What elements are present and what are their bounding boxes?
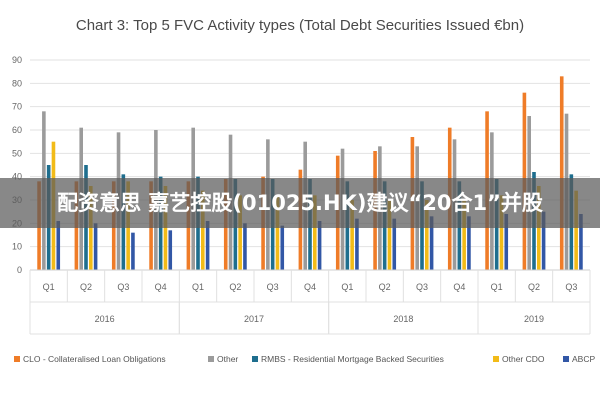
x-tick-label: Q3 <box>416 282 428 292</box>
legend: CLO - Collateralised Loan Obligations Oth… <box>14 354 595 364</box>
y-tick-label: 10 <box>12 242 22 252</box>
bar-other-cdo <box>313 195 317 270</box>
bar-abcp <box>429 216 434 270</box>
legend-item-other: Other <box>208 354 238 364</box>
bar-other-cdo <box>238 195 242 270</box>
bar-other-cdo <box>462 200 466 270</box>
bar-abcp <box>131 232 135 270</box>
legend-item-other-cdo: Other CDO <box>493 354 545 364</box>
bar-other-cdo <box>89 186 93 270</box>
x-tick-label: Q4 <box>304 282 316 292</box>
y-tick-label: 70 <box>12 102 22 112</box>
bar-abcp <box>392 218 397 270</box>
bar-abcp <box>93 223 98 270</box>
bar-abcp <box>355 218 359 270</box>
bar-other-cdo <box>425 200 429 270</box>
legend-swatch <box>252 356 258 362</box>
bar-abcp <box>243 223 247 270</box>
y-tick-label: 0 <box>17 265 22 275</box>
x-tick-label: Q4 <box>155 282 167 292</box>
x-axis-ticks: Q1 Q2 Q3 Q4 Q1 Q2 Q3 Q4 Q1 Q2 Q3 Q4 Q1 Q2 Q3 2016 2017 20… <box>29 269 591 335</box>
y-tick-label: 40 <box>12 172 22 182</box>
x-group-label: 2016 <box>95 314 115 324</box>
x-group-label: 2019 <box>524 314 544 324</box>
x-tick-label: Q3 <box>117 282 129 292</box>
y-tick-label: 90 <box>12 55 22 65</box>
legend-swatch <box>563 356 569 362</box>
y-tick-label: 80 <box>12 78 22 88</box>
x-tick-label: Q3 <box>267 282 279 292</box>
legend-item-clo: CLO - Collateralised Loan Obligations <box>14 354 166 364</box>
bar-other-cdo <box>350 200 354 270</box>
bar-other-cdo <box>163 186 168 270</box>
legend-swatch <box>493 356 499 362</box>
legend-item-rmbs: RMBS - Residential Mortgage Backed Secur… <box>252 354 444 364</box>
y-axis-ticks: 0102030405060708090 <box>12 55 22 275</box>
x-tick-label: Q4 <box>453 282 465 292</box>
x-group-label: 2018 <box>393 314 413 324</box>
x-tick-label: Q2 <box>80 282 92 292</box>
chart-title: Chart 3: Top 5 FVC Activity types (Total… <box>76 17 524 34</box>
y-tick-label: 50 <box>12 148 22 158</box>
legend-label: Other CDO <box>502 354 545 364</box>
bar-abcp <box>205 221 210 270</box>
x-tick-label: Q2 <box>528 282 540 292</box>
bar-clo <box>559 76 564 270</box>
bar-abcp <box>504 214 509 270</box>
legend-swatch <box>14 356 20 362</box>
bar-other-cdo <box>499 195 504 270</box>
x-tick-label: Q3 <box>565 282 577 292</box>
x-tick-label: Q1 <box>341 282 353 292</box>
x-tick-label: Q1 <box>192 282 204 292</box>
x-tick-label: Q1 <box>491 282 503 292</box>
x-tick-label: Q2 <box>229 282 241 292</box>
bar-other-cdo <box>537 186 541 270</box>
bar-abcp <box>168 230 173 270</box>
bar-abcp <box>280 225 285 270</box>
y-tick-label: 60 <box>12 125 22 135</box>
bar-abcp <box>541 211 546 270</box>
bars <box>37 76 583 271</box>
legend-label: CLO - Collateralised Loan Obligations <box>23 354 166 364</box>
bar-abcp <box>579 214 583 270</box>
x-tick-label: Q2 <box>379 282 391 292</box>
bar-other-cdo <box>387 200 392 270</box>
legend-label: ABCP <box>572 354 595 364</box>
legend-label: RMBS - Residential Mortgage Backed Secur… <box>261 354 444 364</box>
legend-swatch <box>208 356 214 362</box>
bar-other-cdo <box>201 190 205 270</box>
bar-abcp <box>317 221 322 270</box>
bar-abcp <box>467 216 471 270</box>
x-group-label: 2017 <box>244 314 264 324</box>
bar-abcp <box>56 221 61 270</box>
overlay-banner: 配资意思 嘉艺控股(01025.HK)建议“20合1”并股 <box>0 178 600 228</box>
legend-item-abcp: ABCP <box>563 354 595 364</box>
bar-other-cdo <box>275 195 280 270</box>
bar-other-cdo <box>574 190 578 270</box>
x-tick-label: Q1 <box>43 282 55 292</box>
legend-label: Other <box>217 354 238 364</box>
